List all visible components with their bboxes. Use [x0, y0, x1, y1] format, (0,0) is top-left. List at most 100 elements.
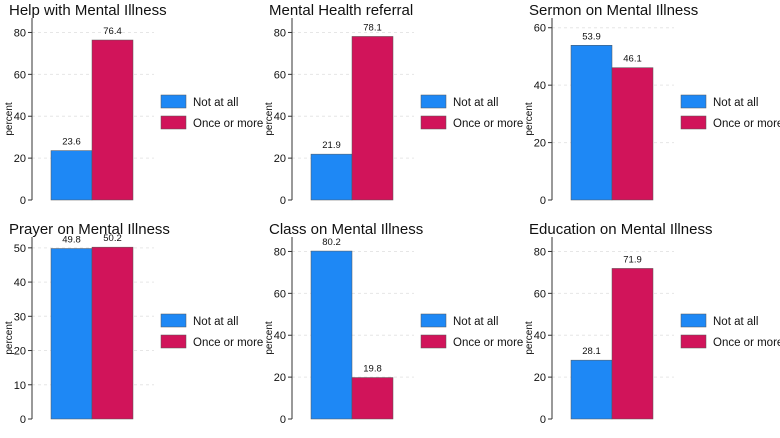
- chart-svg: Education on Mental Illness 0 20 40 60 80 perc…: [524, 221, 780, 426]
- legend-swatch: [420, 115, 447, 130]
- y-tick-label: 30: [14, 311, 26, 323]
- legend-label: Once or more: [713, 118, 780, 130]
- bar-once-or-more: [91, 246, 134, 420]
- y-axis-label: percent: [524, 102, 535, 136]
- y-tick-label: 40: [274, 330, 286, 342]
- y-tick-label: 0: [280, 414, 286, 426]
- legend-label: Not at all: [193, 316, 238, 328]
- legend-label: Once or more: [713, 337, 780, 349]
- chart-svg: Class on Mental Illness 0 20 40 60 80 percent 8…: [264, 221, 523, 426]
- bar-not-at-all: [50, 248, 93, 420]
- y-tick-label: 10: [14, 380, 26, 392]
- bar-once-or-more: [351, 36, 394, 201]
- legend-swatch: [420, 334, 447, 349]
- y-tick-label: 40: [534, 80, 546, 92]
- y-tick-label: 20: [274, 372, 286, 384]
- bar-not-at-all: [50, 150, 93, 201]
- data-label: 78.1: [363, 22, 382, 33]
- legend-swatch: [420, 94, 447, 109]
- chart-title: Mental Health referral: [269, 2, 413, 19]
- legend-swatch: [160, 334, 187, 349]
- y-tick-label: 40: [14, 111, 26, 123]
- chart-panel-6: Education on Mental Illness 0 20 40 60 80 perc…: [520, 219, 780, 438]
- chart-title: Class on Mental Illness: [269, 221, 423, 238]
- legend-label: Not at all: [453, 316, 498, 328]
- legend-label: Not at all: [453, 97, 498, 109]
- chart-panel-1: Help with Mental Illness 0 20 40 60 80 percent…: [0, 0, 263, 219]
- chart-panel-2: Mental Health referral 0 20 40 60 80 percent 21…: [260, 0, 523, 219]
- data-label: 49.8: [62, 235, 81, 246]
- y-tick-label: 20: [14, 346, 26, 358]
- bar-once-or-more: [91, 39, 134, 201]
- bar-once-or-more: [351, 377, 394, 420]
- chart-panel-4: Prayer on Mental Illness 0 10 20 30 40 50 perce…: [0, 219, 263, 438]
- chart-svg: Help with Mental Illness 0 20 40 60 80 percent…: [4, 2, 263, 207]
- legend-label: Once or more: [193, 118, 263, 130]
- y-tick-label: 60: [534, 288, 546, 300]
- y-tick-label: 20: [274, 153, 286, 165]
- chart-panel-3: Sermon on Mental Illness 0 20 40 60 percent 53…: [520, 0, 780, 219]
- bar-not-at-all: [310, 250, 353, 420]
- bar-once-or-more: [611, 268, 654, 420]
- bar-not-at-all: [570, 45, 613, 201]
- data-label: 46.1: [623, 54, 642, 65]
- data-label: 53.9: [582, 31, 601, 42]
- legend-swatch: [680, 334, 707, 349]
- y-axis-label: percent: [264, 102, 275, 136]
- legend-label: Once or more: [193, 337, 263, 349]
- data-label: 76.4: [103, 26, 122, 37]
- y-tick-label: 60: [14, 69, 26, 81]
- bar-not-at-all: [570, 359, 613, 420]
- bar-once-or-more: [611, 67, 654, 201]
- data-label: 21.9: [322, 140, 341, 151]
- legend-swatch: [680, 115, 707, 130]
- y-tick-label: 60: [534, 23, 546, 35]
- y-tick-label: 60: [274, 288, 286, 300]
- chart-panel-5: Class on Mental Illness 0 20 40 60 80 percent 8…: [260, 219, 523, 438]
- chart-svg: Prayer on Mental Illness 0 10 20 30 40 50 perce…: [4, 221, 263, 426]
- chart-title: Sermon on Mental Illness: [529, 2, 698, 19]
- y-tick-label: 60: [274, 69, 286, 81]
- y-tick-label: 50: [14, 243, 26, 255]
- chart-svg: Mental Health referral 0 20 40 60 80 percent 21…: [264, 2, 523, 207]
- data-label: 50.2: [103, 233, 122, 244]
- y-tick-label: 40: [14, 277, 26, 289]
- y-tick-label: 0: [540, 414, 546, 426]
- legend-swatch: [420, 313, 447, 328]
- bar-not-at-all: [310, 153, 353, 201]
- y-tick-label: 80: [534, 246, 546, 258]
- data-label: 80.2: [322, 237, 341, 248]
- y-tick-label: 80: [14, 27, 26, 39]
- y-axis-label: percent: [524, 321, 535, 355]
- legend-label: Not at all: [713, 97, 758, 109]
- legend-label: Once or more: [453, 118, 523, 130]
- y-tick-label: 80: [274, 246, 286, 258]
- y-tick-label: 20: [534, 372, 546, 384]
- y-axis-label: percent: [4, 321, 15, 355]
- y-tick-label: 0: [280, 195, 286, 207]
- y-tick-label: 20: [534, 138, 546, 150]
- y-axis-label: percent: [4, 102, 15, 136]
- legend-swatch: [160, 313, 187, 328]
- chart-svg: Sermon on Mental Illness 0 20 40 60 percent 53…: [524, 2, 780, 207]
- y-tick-label: 40: [274, 111, 286, 123]
- y-tick-label: 0: [20, 414, 26, 426]
- data-label: 71.9: [623, 254, 642, 265]
- legend-swatch: [160, 115, 187, 130]
- y-tick-label: 80: [274, 27, 286, 39]
- data-label: 19.8: [363, 364, 382, 375]
- legend-swatch: [160, 94, 187, 109]
- legend-swatch: [680, 94, 707, 109]
- chart-title: Help with Mental Illness: [9, 2, 167, 19]
- y-axis-label: percent: [264, 321, 275, 355]
- chart-title: Education on Mental Illness: [529, 221, 712, 238]
- legend-swatch: [680, 313, 707, 328]
- chart-title: Prayer on Mental Illness: [9, 221, 170, 238]
- data-label: 23.6: [62, 137, 81, 148]
- legend-label: Once or more: [453, 337, 523, 349]
- legend-label: Not at all: [713, 316, 758, 328]
- data-label: 28.1: [582, 346, 601, 357]
- y-tick-label: 40: [534, 330, 546, 342]
- y-tick-label: 0: [20, 195, 26, 207]
